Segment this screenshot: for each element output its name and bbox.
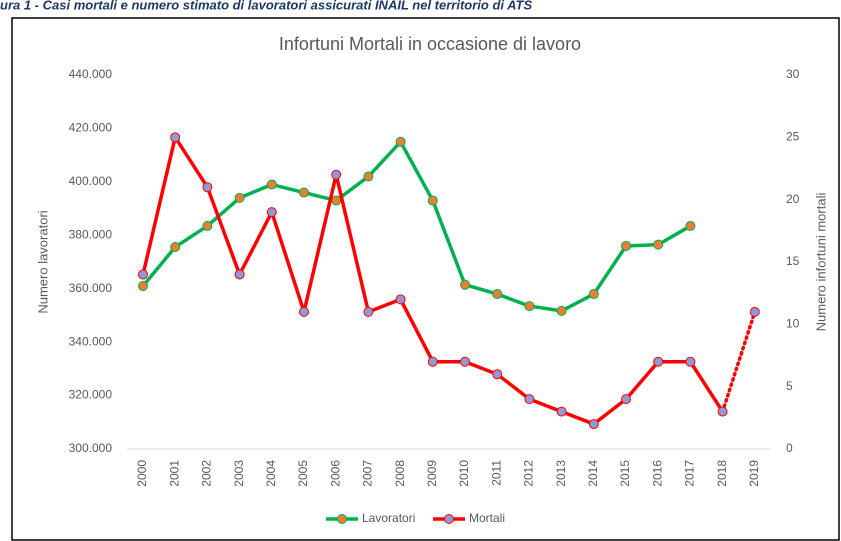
- y-tick-label: 440.000: [69, 67, 113, 81]
- y-tick-label: 360.000: [69, 281, 113, 295]
- marker: [266, 207, 277, 218]
- y2-tick-label: 10: [786, 317, 800, 331]
- y2-tick-label: 25: [786, 130, 800, 144]
- x-tick-label: 2014: [586, 460, 600, 487]
- marker: [427, 356, 438, 367]
- y2-tick-label: 0: [786, 441, 793, 455]
- marker: [234, 192, 245, 203]
- y2-tick-label: 5: [786, 379, 793, 393]
- marker: [363, 171, 374, 182]
- marker: [685, 356, 696, 367]
- x-tick-label: 2013: [554, 460, 568, 487]
- x-tick-label: 2008: [393, 460, 407, 487]
- series-line: [141, 140, 692, 313]
- marker: [685, 220, 696, 231]
- x-tick-label: 2000: [135, 460, 149, 487]
- marker: [202, 220, 213, 231]
- x-tick-label: 2011: [489, 460, 503, 486]
- marker: [556, 305, 567, 316]
- marker: [331, 169, 342, 180]
- marker: [170, 132, 181, 143]
- y-tick-label: 340.000: [69, 334, 113, 348]
- x-tick-label: 2017: [683, 460, 697, 487]
- y-tick-label: 420.000: [69, 121, 113, 135]
- marker: [524, 394, 535, 405]
- marker: [556, 406, 567, 417]
- x-tick-label: 2012: [522, 460, 536, 487]
- x-tick-label: 2010: [457, 460, 471, 487]
- x-tick-label: 2005: [296, 460, 310, 487]
- marker: [588, 289, 599, 300]
- x-tick-label: 2009: [425, 460, 439, 487]
- marker: [588, 419, 599, 430]
- y2-tick-label: 20: [786, 192, 800, 206]
- marker: [299, 306, 309, 317]
- marker: [653, 239, 664, 250]
- x-tick-label: 2003: [232, 460, 246, 487]
- marker: [202, 182, 213, 193]
- marker: [266, 179, 277, 190]
- x-tick-label: 2001: [167, 460, 181, 487]
- x-tick-label: 2002: [200, 460, 214, 487]
- marker: [138, 281, 148, 292]
- y2-axis-label: Numero infortuni mortali: [813, 193, 828, 332]
- marker: [427, 195, 438, 206]
- y-axis-label: Numero lavoratori: [35, 210, 50, 313]
- marker: [524, 301, 535, 312]
- marker: [170, 242, 181, 253]
- marker: [395, 294, 406, 305]
- marker: [234, 269, 245, 280]
- y-tick-label: 300.000: [69, 441, 113, 455]
- x-tick-label: 2018: [715, 460, 729, 487]
- marker: [492, 369, 503, 380]
- x-tick-label: 2004: [264, 460, 278, 487]
- marker: [621, 394, 631, 405]
- series-line-dashed: [720, 310, 757, 414]
- y2-tick-label: 15: [786, 254, 800, 268]
- marker: [749, 306, 760, 317]
- marker: [460, 279, 470, 290]
- y2-tick-label: 30: [786, 67, 800, 81]
- x-tick-label: 2016: [650, 460, 664, 487]
- marker: [395, 136, 406, 147]
- legend-label: Mortali: [469, 511, 505, 525]
- legend-marker: [444, 514, 454, 524]
- x-tick-label: 2015: [618, 460, 632, 487]
- y-tick-label: 400.000: [69, 174, 113, 188]
- marker: [621, 240, 631, 251]
- x-tick-label: 2019: [747, 460, 761, 487]
- y-tick-label: 320.000: [69, 388, 113, 402]
- marker: [492, 289, 503, 300]
- caption: ura 1 - Casi mortali e numero stimato di…: [0, 0, 532, 12]
- marker: [363, 306, 374, 317]
- legend-label: Lavoratori: [362, 511, 415, 525]
- chart-title: Infortuni Mortali in occasione di lavoro: [279, 34, 581, 54]
- legend-marker: [337, 514, 347, 524]
- marker: [653, 356, 664, 367]
- marker: [138, 269, 148, 280]
- x-tick-label: 2006: [328, 460, 342, 487]
- y-tick-label: 380.000: [69, 227, 113, 241]
- marker: [331, 195, 342, 206]
- x-tick-label: 2007: [361, 460, 375, 487]
- marker: [717, 406, 728, 417]
- marker: [460, 356, 470, 367]
- marker: [299, 187, 309, 198]
